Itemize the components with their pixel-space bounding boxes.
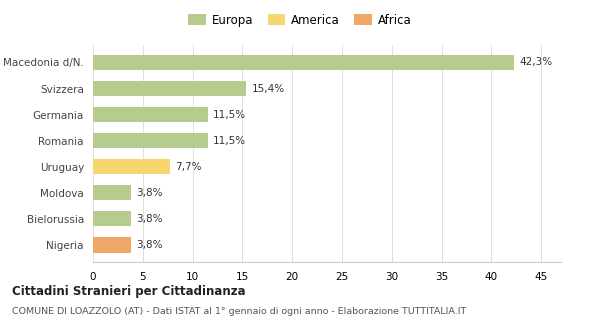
Text: 15,4%: 15,4% (251, 84, 284, 93)
Text: 3,8%: 3,8% (136, 240, 163, 250)
Text: 3,8%: 3,8% (136, 188, 163, 198)
Text: 7,7%: 7,7% (175, 162, 201, 172)
Bar (93, 133, 208, 148)
Text: 3,8%: 3,8% (136, 214, 163, 224)
Legend: Europa, America, Africa: Europa, America, Africa (184, 9, 416, 32)
Text: 11,5%: 11,5% (212, 109, 245, 120)
Bar (93, 107, 208, 122)
Bar (93, 237, 131, 252)
Text: 42,3%: 42,3% (519, 58, 553, 68)
Bar (93, 211, 131, 227)
Text: COMUNE DI LOAZZOLO (AT) - Dati ISTAT al 1° gennaio di ogni anno - Elaborazione T: COMUNE DI LOAZZOLO (AT) - Dati ISTAT al … (12, 307, 466, 316)
Bar (93, 81, 247, 96)
Bar (93, 159, 170, 174)
Text: Cittadini Stranieri per Cittadinanza: Cittadini Stranieri per Cittadinanza (12, 285, 245, 298)
Bar (93, 55, 514, 70)
Bar (93, 185, 131, 200)
Text: 11,5%: 11,5% (212, 136, 245, 146)
